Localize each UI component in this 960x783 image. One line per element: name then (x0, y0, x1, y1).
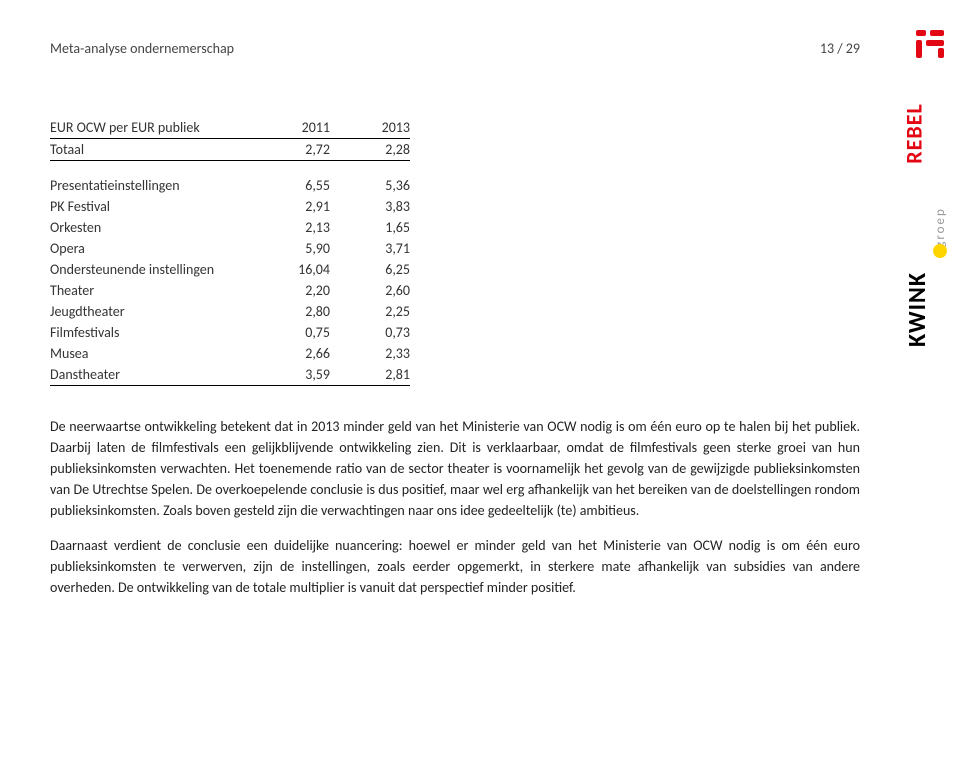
row-v2: 5,36 (330, 175, 410, 196)
row-label: Theater (50, 280, 250, 301)
row-label: PK Festival (50, 196, 250, 217)
header: Meta-analyse ondernemerschap 13 / 29 (50, 40, 860, 57)
table-row: Jeugdtheater2,802,25 (50, 301, 410, 322)
table-row: Danstheater3,592,81 (50, 364, 410, 386)
row-v1: 5,90 (250, 238, 330, 259)
table-row: Theater2,202,60 (50, 280, 410, 301)
row-v2: 2,33 (330, 343, 410, 364)
row-v1: 2,80 (250, 301, 330, 322)
row-v2: 1,65 (330, 217, 410, 238)
row-label: Opera (50, 238, 250, 259)
row-label: Ondersteunende instellingen (50, 259, 250, 280)
total-v1: 2,72 (250, 139, 330, 161)
detail-table: Presentatieinstellingen6,555,36PK Festiv… (50, 175, 410, 386)
rebel-icon (916, 30, 944, 58)
table-row: Presentatieinstellingen6,555,36 (50, 175, 410, 196)
document-title: Meta-analyse ondernemerschap (50, 40, 234, 57)
row-label: Presentatieinstellingen (50, 175, 250, 196)
row-v1: 6,55 (250, 175, 330, 196)
table-row: Ondersteunende instellingen16,046,25 (50, 259, 410, 280)
table-row: PK Festival2,913,83 (50, 196, 410, 217)
row-v2: 3,83 (330, 196, 410, 217)
total-row: Totaal 2,72 2,28 (50, 139, 410, 161)
table-row: Opera5,903,71 (50, 238, 410, 259)
paragraph-1: De neerwaartse ontwikkeling betekent dat… (50, 416, 860, 521)
paragraph-2: Daarnaast verdient de conclusie een duid… (50, 535, 860, 598)
header-label: EUR OCW per EUR publiek (50, 117, 250, 139)
header-year-2: 2013 (330, 117, 410, 139)
row-label: Danstheater (50, 364, 250, 386)
row-label: Orkesten (50, 217, 250, 238)
total-label: Totaal (50, 139, 250, 161)
table-header-row: EUR OCW per EUR publiek 2011 2013 (50, 117, 410, 139)
row-v1: 3,59 (250, 364, 330, 386)
row-v2: 6,25 (330, 259, 410, 280)
summary-table: EUR OCW per EUR publiek 2011 2013 Totaal… (50, 117, 860, 386)
row-v1: 2,91 (250, 196, 330, 217)
row-v2: 0,73 (330, 322, 410, 343)
row-label: Filmfestivals (50, 322, 250, 343)
row-v1: 2,20 (250, 280, 330, 301)
page-number: 13 / 29 (820, 40, 860, 57)
total-v2: 2,28 (330, 139, 410, 161)
kwink-groep-label: groep (933, 207, 948, 248)
row-v1: 2,66 (250, 343, 330, 364)
row-v1: 2,13 (250, 217, 330, 238)
table-row: Filmfestivals0,750,73 (50, 322, 410, 343)
logo-sidebar: REBEL groep KWINK (910, 30, 950, 410)
kwink-dot-icon (933, 244, 947, 258)
kwink-wordmark: KWINK (903, 272, 932, 347)
row-label: Jeugdtheater (50, 301, 250, 322)
row-v2: 2,25 (330, 301, 410, 322)
table-row: Orkesten2,131,65 (50, 217, 410, 238)
row-v1: 16,04 (250, 259, 330, 280)
row-label: Musea (50, 343, 250, 364)
row-v2: 2,60 (330, 280, 410, 301)
row-v2: 2,81 (330, 364, 410, 386)
row-v2: 3,71 (330, 238, 410, 259)
table-row: Musea2,662,33 (50, 343, 410, 364)
rebel-wordmark: REBEL (901, 103, 928, 163)
row-v1: 0,75 (250, 322, 330, 343)
header-year-1: 2011 (250, 117, 330, 139)
